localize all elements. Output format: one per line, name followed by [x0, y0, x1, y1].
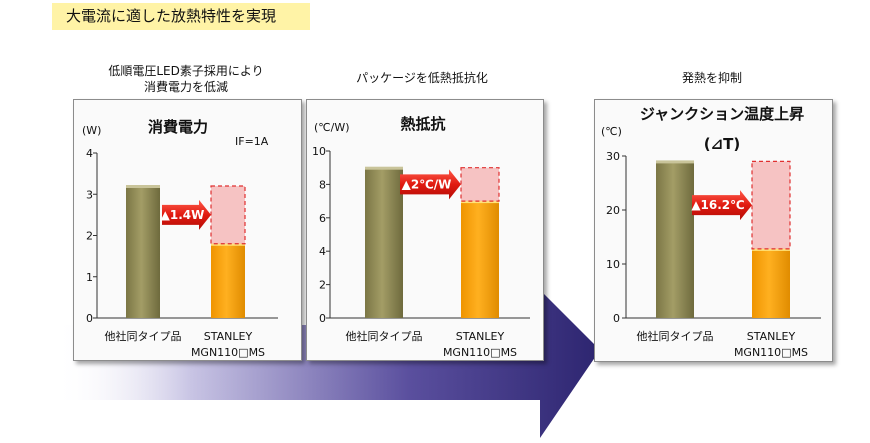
chart-power-axis: 0 1 2 3 4: [86, 147, 278, 325]
chart-thermal-ytick-label: 6: [319, 212, 326, 225]
chart-thermal-bar-stanley: [461, 201, 499, 318]
chart-thermal-reduction-arrow: [400, 169, 461, 200]
chart-power-note: IF=1A: [235, 135, 269, 148]
chart-thermal-reduction-box: [460, 167, 500, 202]
chart-power-ytick-label: 1: [86, 271, 93, 284]
chart-junction-title: ジャンクション温度上昇: [640, 105, 804, 123]
chart-thermal-category-stanley-line: MGN110□MS: [443, 346, 517, 359]
chart-junction-temp: (℃) ジャンクション温度上昇 (⊿T) 0 10 20 30 ▲16.2℃ 他社同タ…: [601, 105, 821, 359]
chart-power-reduction-arrow: [162, 199, 211, 230]
chart-thermal-ytick-label: 4: [319, 245, 326, 258]
chart-thermal-bar-stanley-top: [461, 200, 499, 204]
chart-power-reduction-box: [210, 185, 246, 245]
chart-junction-unit-label: (℃): [601, 125, 622, 138]
section-header: 大電流に適した放熱特性を実現: [52, 3, 310, 30]
chart-thermal-category-stanley-line: STANLEY: [456, 330, 505, 343]
chart-junction-bar-stanley: [752, 248, 790, 318]
caption-power: 低順電圧LED素子採用により 消費電力を低減: [72, 63, 300, 95]
chart-junction-reduction-label: ▲16.2℃: [691, 198, 744, 212]
chart-thermal-ytick-label: 0: [319, 312, 326, 325]
caption-thermal-resistance: パッケージを低熱抵抗化: [304, 70, 540, 86]
chart-junction-category-stanley-line: MGN110□MS: [734, 346, 808, 359]
chart-junction-reduction-box: [751, 160, 791, 250]
chart-thermal-bar-competitor: [365, 167, 403, 318]
chart-power-unit-label: (W): [82, 124, 101, 137]
chart-junction-bar-stanley-top: [752, 247, 790, 251]
chart-thermal-ytick-label: 10: [312, 145, 326, 158]
chart-thermal-resistance: (℃/W) 熱抵抗 0 2 4 6 8 10 ▲2℃/W 他社同タイプ品 STANLEY M…: [312, 115, 530, 359]
chart-power-category-competitor: 他社同タイプ品: [105, 329, 182, 343]
chart-junction-ytick-label: 30: [606, 150, 620, 163]
chart-junction-reduction-arrow: [692, 190, 752, 221]
chart-power-ytick-label: 2: [86, 230, 93, 243]
chart-panel-thermal-resistance: [306, 99, 544, 361]
chart-thermal-category-stanley: STANLEY MGN110□MS: [443, 330, 517, 359]
chart-thermal-bar-competitor-top: [365, 166, 403, 170]
chart-thermal-axis: 0 2 4 6 8 10: [312, 145, 530, 325]
chart-power-title: 消費電力: [148, 118, 208, 136]
chart-junction-category-competitor: 他社同タイプ品: [637, 329, 714, 343]
chart-power-category-stanley-line: STANLEY: [204, 330, 253, 343]
caption-heat-line1: 発熱を抑制: [681, 71, 742, 85]
chart-power-ytick-label: 3: [86, 188, 93, 201]
chart-junction-ytick-label: 0: [613, 312, 620, 325]
chart-junction-bar-competitor: [656, 161, 694, 318]
chart-junction-subtitle: (⊿T): [704, 135, 741, 153]
chart-power-bar-stanley: [211, 243, 245, 318]
chart-junction-ytick-label: 10: [606, 258, 620, 271]
caption-power-line2: 消費電力を低減: [143, 80, 228, 94]
chart-thermal-ytick-label: 2: [319, 279, 326, 292]
chart-power-ytick-label: 0: [86, 312, 93, 325]
caption-heat: 発熱を抑制: [594, 70, 830, 86]
chart-thermal-reduction-label: ▲2℃/W: [402, 177, 452, 191]
chart-power-category-stanley-line: MGN110□MS: [191, 346, 265, 359]
caption-power-line1: 低順電圧LED素子採用により: [108, 64, 264, 78]
chart-power-bar-competitor-top: [126, 185, 160, 188]
chart-power-ytick-label: 4: [86, 147, 93, 160]
chart-junction-bar-competitor-top: [656, 160, 694, 164]
chart-junction-ytick-label: 20: [606, 204, 620, 217]
chart-panel-power: [73, 99, 302, 361]
chart-thermal-unit-label: (℃/W): [314, 121, 350, 134]
chart-thermal-title: 熱抵抗: [400, 115, 445, 133]
section-title: 大電流に適した放熱特性を実現: [66, 7, 277, 25]
chart-thermal-ytick-label: 8: [319, 178, 326, 191]
chart-power-bar-competitor: [126, 186, 160, 318]
chart-thermal-category-competitor: 他社同タイプ品: [346, 329, 423, 343]
chart-junction-category-stanley: STANLEY MGN110□MS: [734, 330, 808, 359]
caption-thermal-line1: パッケージを低熱抵抗化: [356, 71, 488, 85]
chart-junction-category-stanley-line: STANLEY: [747, 330, 796, 343]
chart-power-reduction-label: ▲1.4W: [161, 208, 205, 222]
chart-power-category-stanley: STANLEY MGN110□MS: [191, 330, 265, 359]
chart-power: (W) 消費電力 IF=1A 0 1 2 3 4 ▲1.4W 他社同タイプ品 STANL…: [82, 118, 278, 359]
